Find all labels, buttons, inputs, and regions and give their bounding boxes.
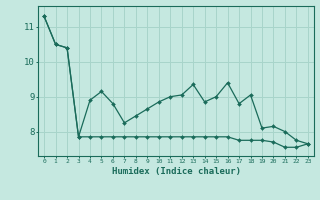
X-axis label: Humidex (Indice chaleur): Humidex (Indice chaleur)	[111, 167, 241, 176]
